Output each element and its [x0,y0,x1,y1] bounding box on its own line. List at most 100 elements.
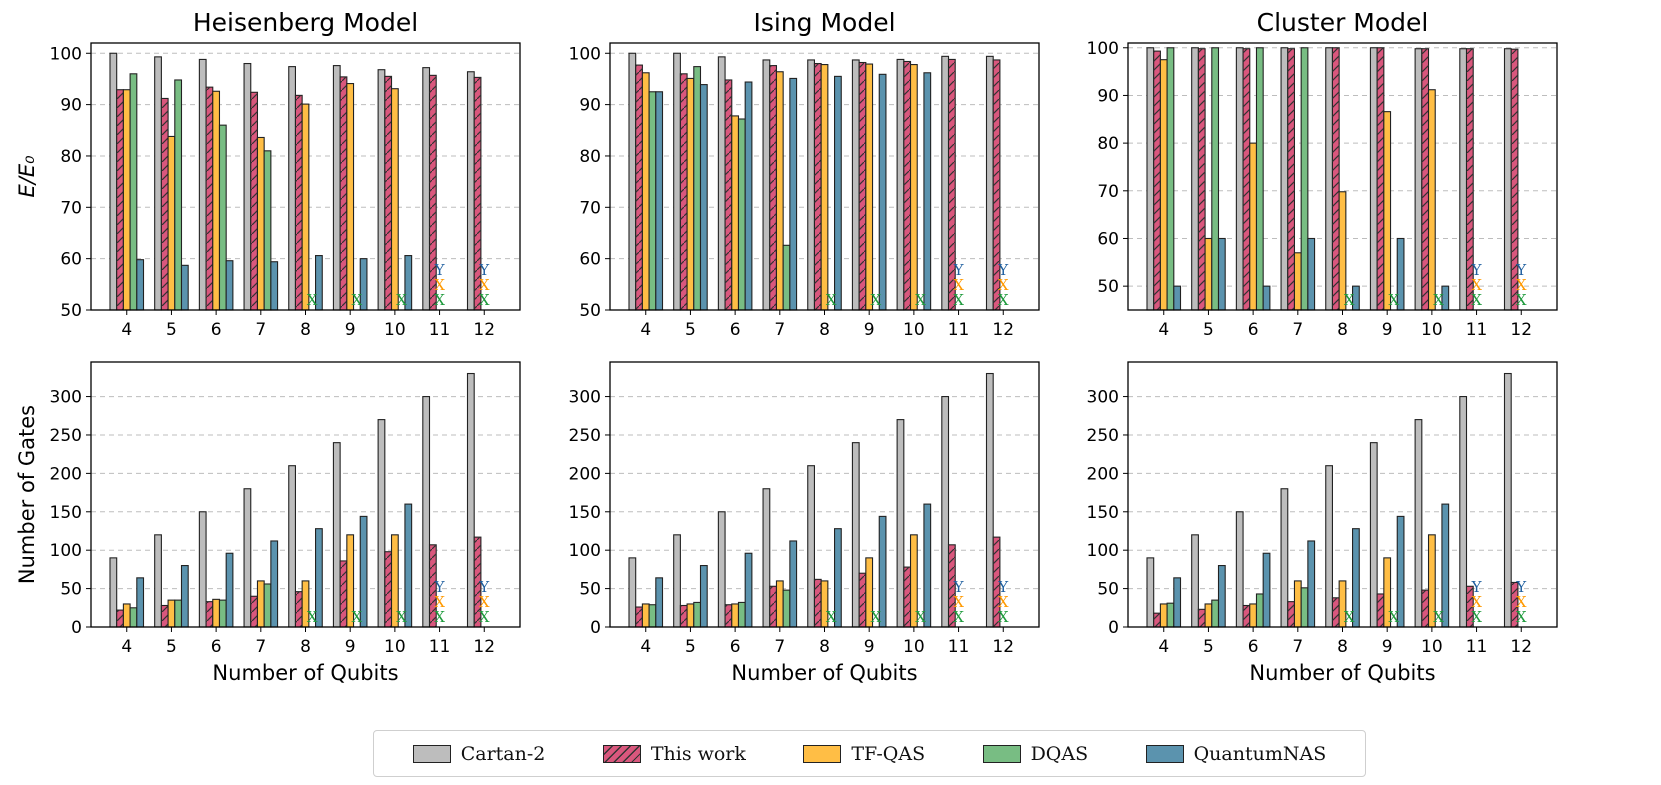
x-tick-label: 4 [640,320,651,340]
bar-hatch [635,65,643,310]
bar-tf-qas [1159,59,1168,311]
x-tick-label: 5 [1203,637,1214,657]
bar-hatch [814,579,822,627]
bar-quantumnas [270,540,279,628]
bar-tf-qas [641,603,650,628]
bar-quantumnas [1307,237,1316,311]
marker-x: X [1433,608,1444,626]
x-tick-label: 11 [1466,637,1488,657]
bar-hatch [1377,47,1384,311]
plot-frame [1127,42,1558,311]
bar-quantumnas [1262,552,1271,628]
plot-frame [1127,361,1558,628]
bar-hatch [1287,48,1295,310]
bar-tf-qas [775,580,784,628]
y-tick-label: 90 [60,96,82,116]
y-tick-label: 100 [1087,541,1119,561]
x-tick-label: 10 [384,637,406,657]
x-tick-label: 7 [774,637,785,657]
marker-x: X [998,291,1009,309]
y-tick-label: 250 [1087,426,1119,446]
bar-tf-qas [1204,603,1213,628]
bar-tf-qas [909,64,918,311]
bar-cartan-2 [1325,465,1333,628]
x-tick-label: 6 [730,637,741,657]
bar-cartan-2 [896,58,905,311]
bar-quantumnas [1173,285,1182,311]
bar-tf-qas [212,90,221,311]
bar-dqas [174,599,183,628]
marker-x: X [307,608,318,626]
bar-quantumnas [923,72,932,311]
marker-x: X [307,291,318,309]
y-tick-label: 50 [60,580,82,600]
y-tick-label: 60 [579,250,601,270]
bar-dqas [263,150,272,311]
legend-label: DQAS [1030,742,1089,765]
bar-cartan-2 [154,534,162,628]
bar-hatch [1243,48,1250,310]
x-tick-label: 11 [429,637,451,657]
bar-dqas [693,66,702,311]
marker-x: X [1389,608,1400,626]
marker-x: X [1516,593,1527,611]
marker-x: X [396,608,407,626]
bar-quantumnas [1217,237,1226,311]
bar-quantumnas [1173,577,1182,628]
marker-x: X [1389,291,1400,309]
bar-hatch [1332,597,1340,627]
bar-cartan-2 [1191,534,1199,628]
x-tick-label: 4 [1158,320,1169,340]
bar-hatch [161,98,169,310]
x-tick-label: 8 [300,637,311,657]
bar-cartan-2 [1146,557,1155,628]
bar-tf-qas [1159,603,1168,628]
bar-dqas [1166,47,1175,311]
bar-hatch [1243,605,1250,627]
bar-cartan-2 [762,59,771,311]
x-tick-label: 6 [730,320,741,340]
bar-hatch [859,62,866,311]
bar-quantumnas [180,264,189,311]
marker-x: X [998,608,1009,626]
legend-item: QuantumNAS [1145,743,1326,765]
bar-cartan-2 [985,372,994,628]
bar-hatch [1421,590,1429,627]
bar-quantumnas [136,259,145,311]
bar-tf-qas [256,136,265,311]
bar-dqas [1300,587,1309,628]
bar-cartan-2 [851,442,860,628]
bar-cartan-2 [109,557,118,628]
y-tick-label: 60 [60,250,82,270]
x-tick-label: 7 [1292,637,1303,657]
bar-hatch [903,567,911,627]
y-tick-label: 0 [71,618,82,638]
bar-cartan-2 [1503,48,1512,311]
bar-tf-qas [256,580,265,628]
bar-cartan-2 [332,442,341,628]
bar-cartan-2 [198,511,207,628]
bar-hatch [859,573,866,627]
x-tick-label: 7 [774,320,785,340]
x-tick-label: 10 [1421,637,1443,657]
marker-x: X [479,291,490,309]
bar-cartan-2 [198,58,207,311]
bar-tf-qas [390,88,399,311]
y-tick-label: 100 [569,541,601,561]
bar-dqas [737,118,746,311]
marker-x: X [1344,608,1355,626]
bar-quantumnas [789,77,798,311]
marker-x: X [1471,593,1482,611]
bar-hatch [725,604,732,627]
marker-x: X [998,276,1009,294]
bar-hatch [429,544,437,627]
bar-hatch [680,605,688,627]
legend-swatch [412,744,451,763]
x-tick-label: 8 [1337,637,1348,657]
x-tick-label: 5 [166,637,177,657]
bar-cartan-2 [332,65,341,311]
x-tick-label: 5 [685,320,696,340]
marker-x: X [434,608,445,626]
marker-x: X [953,593,964,611]
x-tick-label: 12 [992,637,1014,657]
